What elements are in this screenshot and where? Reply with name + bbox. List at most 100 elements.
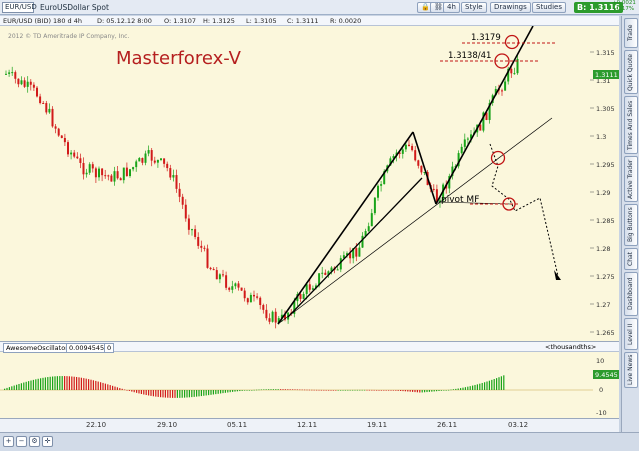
oscillator-bar (500, 376, 502, 390)
oscillator-bar (196, 390, 198, 397)
candle-body (398, 152, 401, 154)
oscillator-bar (42, 377, 44, 390)
candle-body (321, 272, 324, 274)
candle-body (153, 160, 156, 163)
x-tick: 05.11 (227, 421, 248, 429)
candle-body (82, 162, 85, 175)
candle-body (237, 283, 240, 288)
oscillator-bar (263, 389, 265, 390)
candle-body (466, 138, 469, 140)
tab-live-news[interactable]: Live News (624, 352, 638, 388)
oscillator-bar (138, 390, 140, 394)
oscillator-bar (176, 390, 178, 398)
oscillator-bar (229, 390, 231, 393)
style-button[interactable]: Style (461, 2, 487, 13)
candle-body (383, 171, 386, 185)
tab-trade[interactable]: Trade (624, 18, 638, 48)
price-chart-canvas[interactable]: 2012 © TD Ameritrade IP Company, Inc. Ma… (0, 25, 619, 342)
oscillator-bar (236, 390, 238, 392)
tab-big-buttons[interactable]: Big Buttons (624, 204, 638, 246)
zoom-out-icon[interactable]: − (16, 436, 27, 447)
oscillator-bar (472, 385, 474, 390)
candle-body (67, 142, 69, 155)
oscillator-bar (126, 390, 128, 391)
tab-quick-quote[interactable]: Quick Quote (624, 50, 638, 94)
price-axis: 1.315 1.31 1.305 1.3 1.295 1.29 1.285 1.28 1.275… (590, 49, 615, 337)
oscillator-bar (44, 377, 46, 390)
oscillator-bar (294, 389, 296, 391)
oscillator-bar (320, 389, 322, 391)
settings-icon[interactable]: ⚙ (29, 436, 40, 447)
oscillator-panel[interactable]: AwesomeOscillator 0.0094545 0 <thousandt… (0, 342, 619, 418)
timeframe-button[interactable]: 4h (443, 2, 460, 13)
oscillator-bar (13, 385, 15, 390)
candle-body (104, 175, 107, 177)
candle-body (513, 73, 516, 75)
candle-body (110, 175, 113, 182)
oscillator-bar (191, 390, 193, 398)
tab-chat[interactable]: Chat (624, 248, 638, 270)
oscillator-canvas[interactable]: 10 0 -10 9.4545 (0, 352, 619, 418)
candle-body (364, 231, 367, 236)
osc-current-label: 9.4545 (595, 371, 618, 379)
candle-body (175, 175, 178, 189)
change-value: +0.0021 (612, 0, 636, 6)
symbol-input[interactable]: EUR/USD (2, 2, 37, 13)
oscillator-bar (35, 379, 37, 390)
oscillator-bar (28, 381, 30, 390)
tab-times-and-sales[interactable]: Times And Sales (624, 96, 638, 154)
candle-body (191, 229, 193, 231)
oscillator-bar (112, 385, 114, 390)
oscillator-bar (83, 378, 85, 390)
candle-body (178, 188, 181, 197)
quote-info-bar: EUR/USD (BID) 180 d 4h D: 05.12.12 8:00 … (0, 16, 619, 26)
oscillator-bar (248, 390, 250, 391)
oscillator-bar (376, 389, 378, 391)
copyright-text: 2012 © TD Ameritrade IP Company, Inc. (8, 33, 129, 40)
candle-body (358, 247, 361, 257)
candle-body (88, 164, 91, 173)
top-toolbar: EUR/USD EuroUSDollar Spot 🔒 ⛓ 4h Style D… (0, 0, 639, 15)
zoom-in-icon[interactable]: + (3, 436, 14, 447)
oscillator-bar (323, 389, 325, 391)
price-chart[interactable]: 2012 © TD Ameritrade IP Company, Inc. Ma… (0, 25, 619, 342)
oscillator-bar (116, 387, 118, 390)
oscillator-bar (438, 390, 440, 391)
price-tick-label: 1.29 (596, 189, 610, 197)
candle-body (265, 309, 268, 319)
oscillator-name[interactable]: AwesomeOscillator (3, 342, 71, 353)
oscillator-bar (167, 390, 169, 398)
oscillator-bar (407, 390, 409, 392)
tab-active-trader[interactable]: Active Trader (624, 156, 638, 202)
candle-body (392, 155, 395, 159)
drawings-button[interactable]: Drawings (490, 2, 531, 13)
oscillator-bar (385, 390, 387, 391)
tab-dashboard[interactable]: Dashboard (624, 272, 638, 316)
osc-current-marker (593, 370, 619, 379)
studies-button[interactable]: Studies (532, 2, 566, 13)
oscillator-bar (349, 389, 351, 391)
oscillator-bar (402, 390, 404, 392)
tab-level-ii[interactable]: Level II (624, 318, 638, 350)
oscillator-bar (275, 389, 277, 390)
candle-body (339, 258, 342, 270)
candles-group (5, 54, 519, 329)
candle-body (327, 271, 330, 275)
candle-body (5, 73, 7, 75)
oscillator-bar (361, 389, 363, 391)
candle-body (355, 248, 358, 257)
oscillator-bar (277, 389, 279, 390)
oscillator-bar (95, 380, 97, 390)
candle-body (85, 172, 88, 175)
date-label: D: 05.12.12 8:00 (97, 17, 152, 25)
candle-body (501, 90, 503, 92)
oscillator-bar (47, 377, 49, 390)
candle-body (150, 150, 153, 161)
candle-body (17, 78, 20, 85)
oscillator-bar (92, 380, 94, 390)
candle-body (404, 144, 407, 150)
candle-body (169, 168, 172, 178)
oscillator-bar (378, 390, 380, 391)
oscillator-bar (366, 389, 368, 391)
crosshair-icon[interactable]: ✛ (42, 436, 53, 447)
